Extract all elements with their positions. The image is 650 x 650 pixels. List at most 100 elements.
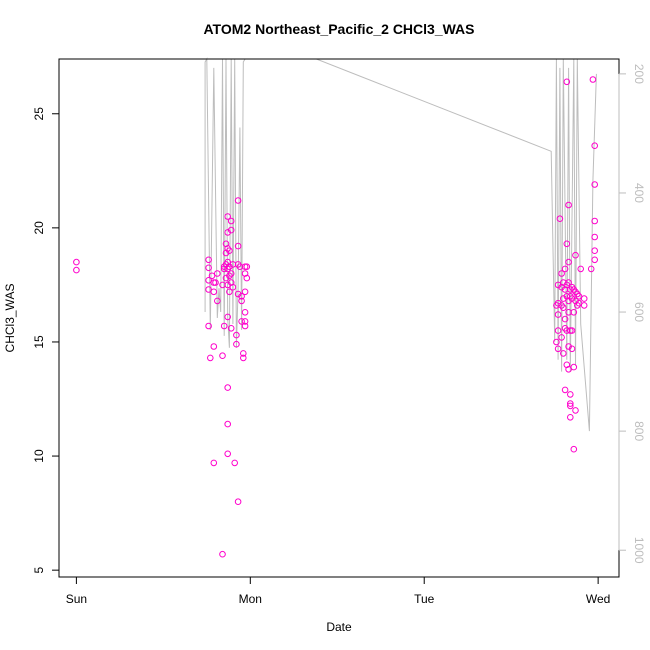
data-point (572, 251, 579, 259)
data-point (212, 279, 219, 286)
data-point (567, 400, 574, 407)
data-point (234, 242, 242, 250)
altitude-line-layer (204, 57, 597, 432)
data-point (560, 304, 567, 312)
data-point (565, 279, 572, 286)
data-point (205, 277, 212, 284)
data-point (231, 459, 238, 467)
data-point (570, 363, 578, 371)
data-point (565, 258, 572, 266)
data-point (563, 240, 571, 248)
data-point (226, 288, 233, 296)
data-point (591, 217, 599, 225)
y2-tick-label: 600 (632, 302, 646, 322)
data-point (591, 181, 599, 188)
y-axis-right: 200 400 600 800 1000 (618, 64, 646, 564)
data-point (568, 327, 576, 334)
plot-area-frame (58, 58, 620, 578)
data-point (241, 288, 249, 296)
data-point (224, 384, 231, 391)
data-point (243, 263, 251, 271)
data-point (243, 274, 251, 282)
data-point (572, 407, 579, 414)
data-point (205, 322, 212, 330)
data-point (205, 286, 212, 293)
data-point (238, 293, 245, 300)
y2-tick-label: 200 (632, 64, 646, 84)
data-point (233, 340, 240, 348)
data-point (553, 338, 560, 346)
data-point (591, 142, 599, 149)
x-tick-label: Wed (586, 592, 610, 606)
data-point (565, 201, 572, 209)
y2-tick-label: 1000 (632, 537, 646, 564)
y2-tick-label: 400 (632, 183, 646, 203)
y-tick-label: 20 (32, 221, 46, 235)
data-point (214, 297, 221, 305)
data-point (210, 343, 218, 350)
data-point (227, 270, 235, 277)
y-tick-label: 15 (32, 335, 46, 349)
data-point (234, 197, 242, 204)
data-point (568, 345, 576, 353)
data-point (589, 76, 597, 83)
data-point (567, 391, 574, 398)
y2-tick-label: 800 (632, 421, 646, 441)
data-point (577, 265, 585, 273)
y-tick-label: 5 (32, 566, 46, 573)
data-point (214, 270, 221, 277)
data-point (563, 78, 571, 86)
y-tick-label: 25 (32, 107, 46, 121)
data-point (241, 309, 249, 316)
data-point (219, 550, 226, 558)
x-axis: Sun Mon Tue Wed (66, 576, 610, 606)
data-point (591, 233, 599, 241)
x-tick-label: Sun (66, 592, 87, 606)
data-point (220, 322, 228, 330)
data-point (561, 315, 569, 323)
data-point (208, 272, 216, 280)
data-point (227, 217, 235, 225)
data-point (210, 459, 218, 467)
altitude-line (204, 57, 597, 432)
data-point (224, 213, 231, 220)
chart-title: ATOM2 Northeast_Pacific_2 CHCl3_WAS (203, 21, 474, 37)
data-point (233, 331, 240, 339)
data-point (570, 309, 578, 316)
data-point (205, 264, 212, 272)
data-point (561, 386, 569, 394)
y-axis-left: 5 10 15 20 25 (32, 107, 60, 573)
data-point (219, 352, 226, 360)
data-point (227, 226, 235, 234)
data-point (73, 266, 80, 274)
data-point (240, 350, 247, 357)
data-point (591, 247, 599, 254)
data-point (556, 215, 564, 222)
data-point (226, 247, 233, 254)
data-points-layer (73, 76, 599, 558)
data-point (238, 318, 245, 325)
x-tick-label: Tue (414, 592, 435, 606)
data-point (238, 297, 245, 305)
data-point (567, 414, 574, 421)
data-point (241, 322, 249, 330)
data-point (241, 318, 249, 325)
y-tick-label: 10 (32, 449, 46, 463)
data-point (580, 295, 588, 302)
data-point (227, 325, 235, 332)
y-axis-label: CHCl3_WAS (3, 284, 17, 353)
data-point (567, 402, 574, 410)
data-point (224, 313, 231, 321)
x-tick-label: Mon (239, 592, 262, 606)
data-point (554, 299, 562, 307)
data-point (575, 293, 583, 300)
data-point (570, 445, 578, 453)
data-point (558, 270, 565, 277)
x-axis-label: Date (326, 620, 352, 634)
data-point (210, 288, 218, 296)
data-point (591, 256, 599, 264)
data-point (554, 327, 562, 334)
data-point (240, 354, 247, 362)
data-point (587, 265, 595, 273)
